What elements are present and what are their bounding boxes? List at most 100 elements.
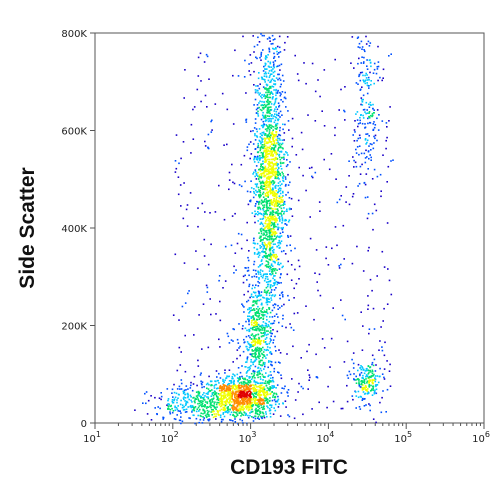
event-point — [224, 280, 227, 282]
event-point — [222, 388, 225, 390]
event-point — [257, 333, 259, 336]
event-point — [197, 359, 199, 362]
event-point — [267, 324, 270, 326]
event-point — [267, 173, 269, 175]
event-point — [253, 392, 256, 395]
event-point — [311, 166, 313, 169]
event-point — [269, 112, 271, 115]
event-point — [262, 251, 265, 253]
event-point — [268, 227, 271, 230]
event-point — [191, 405, 194, 407]
event-point — [267, 184, 269, 186]
event-point — [231, 395, 233, 397]
event-point — [247, 315, 249, 318]
event-point — [230, 244, 233, 247]
event-point — [262, 124, 264, 126]
event-point — [270, 268, 273, 271]
event-point — [289, 161, 291, 163]
event-point — [259, 340, 262, 343]
event-point — [248, 315, 251, 318]
event-point — [250, 295, 253, 298]
event-point — [269, 253, 272, 256]
event-point — [194, 401, 196, 404]
event-point — [361, 377, 363, 379]
event-point — [308, 167, 311, 169]
event-point — [213, 385, 216, 387]
event-point — [184, 393, 186, 396]
event-point — [253, 374, 255, 376]
event-point — [273, 223, 276, 226]
event-point — [218, 398, 221, 400]
event-point — [223, 386, 225, 388]
event-point — [251, 333, 254, 335]
event-point — [261, 109, 263, 112]
event-point — [262, 363, 265, 365]
event-point — [357, 62, 359, 65]
event-point — [284, 185, 287, 187]
event-point — [301, 148, 304, 151]
event-point — [226, 108, 229, 111]
event-point — [270, 238, 272, 241]
event-point — [246, 400, 249, 403]
event-point — [274, 108, 276, 110]
event-point — [209, 403, 212, 406]
event-point — [246, 270, 249, 272]
event-point — [280, 198, 283, 201]
event-point — [271, 173, 274, 175]
event-point — [160, 392, 162, 394]
event-point — [279, 220, 281, 222]
event-point — [279, 242, 281, 244]
event-point — [247, 335, 250, 337]
event-point — [251, 326, 254, 329]
event-point — [257, 92, 259, 94]
event-point — [264, 158, 266, 160]
event-point — [278, 56, 280, 58]
event-point — [285, 194, 287, 196]
event-point — [234, 388, 237, 391]
event-point — [262, 335, 264, 337]
event-point — [379, 76, 381, 79]
event-point — [269, 192, 272, 195]
event-point — [228, 171, 231, 174]
event-point — [176, 388, 179, 390]
event-point — [261, 166, 264, 168]
event-point — [258, 277, 260, 279]
event-point — [239, 384, 241, 387]
event-point — [255, 276, 258, 278]
event-point — [255, 323, 258, 325]
event-point — [276, 45, 279, 48]
event-point — [259, 223, 262, 225]
event-point — [263, 279, 266, 282]
event-point — [190, 404, 192, 407]
event-point — [216, 401, 218, 404]
event-point — [362, 74, 364, 77]
event-point — [366, 375, 368, 377]
event-point — [269, 93, 271, 96]
event-point — [256, 342, 259, 344]
event-point — [238, 386, 241, 388]
event-point — [215, 370, 218, 372]
event-point — [366, 79, 369, 81]
event-point — [230, 404, 233, 407]
event-point — [269, 341, 272, 343]
event-point — [368, 371, 370, 374]
event-point — [282, 314, 284, 317]
event-point — [262, 70, 265, 72]
event-point — [254, 351, 256, 354]
event-point — [204, 211, 206, 213]
event-point — [258, 72, 260, 74]
event-point — [338, 198, 341, 201]
event-point — [263, 415, 265, 417]
event-point — [270, 289, 273, 291]
event-point — [221, 401, 223, 404]
event-point — [288, 197, 291, 199]
event-point — [272, 190, 274, 193]
event-point — [277, 236, 280, 238]
event-point — [184, 397, 187, 399]
event-point — [225, 396, 227, 399]
event-point — [277, 182, 280, 184]
event-point — [215, 392, 218, 394]
event-point — [260, 291, 263, 293]
event-point — [207, 393, 209, 395]
event-point — [260, 329, 262, 331]
